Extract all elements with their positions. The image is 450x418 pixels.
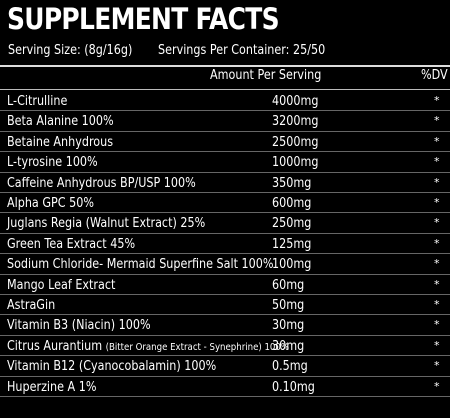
ingredient-name: Beta Alanine 100% — [7, 114, 114, 130]
ingredient-amount: 50mg — [272, 298, 305, 313]
ingredient-row: Beta Alanine 100% 3200mg * — [0, 111, 450, 132]
row-divider — [0, 314, 450, 316]
ingredient-name: Betaine Anhydrous — [7, 135, 113, 151]
ingredient-amount: 125mg — [272, 236, 312, 252]
ingredient-dv: * — [434, 114, 440, 128]
ingredient-row: L-tyrosine 100% 1000mg * — [0, 152, 450, 173]
ingredient-name: Citrus Aurantium (Bitter Orange Extract … — [7, 339, 289, 356]
ingredient-name: L-tyrosine 100% — [7, 155, 98, 171]
ingredient-dv: * — [434, 257, 440, 271]
ingredient-name-text: Green Tea Extract 45% — [7, 236, 136, 252]
ingredient-amount: 60mg — [272, 277, 305, 293]
ingredient-dv: * — [434, 318, 440, 332]
ingredient-name: Mango Leaf Extract — [7, 278, 115, 294]
ingredient-name: L-Citrulline — [7, 94, 67, 110]
row-divider — [0, 273, 450, 275]
ingredient-name: Juglans Regia (Walnut Extract) 25% — [7, 216, 205, 232]
ingredient-name: Huperzine A 1% — [7, 380, 97, 396]
ingredient-name: Vitamin B3 (Niacin) 100% — [7, 318, 151, 334]
ingredient-dv: * — [434, 134, 440, 148]
ingredient-dv: * — [434, 236, 440, 250]
ingredient-row: Vitamin B12 (Cyanocobalamin) 100% 0.5mg * — [0, 356, 450, 377]
label-title: SUPPLEMENT FACTS — [7, 2, 280, 36]
ingredient-name-text: Sodium Chloride- Mermaid Superfine Salt … — [7, 257, 274, 273]
ingredient-row: AstraGin 50mg * — [0, 295, 450, 316]
ingredient-row: Alpha GPC 50% 600mg * — [0, 193, 450, 214]
serving-size: Serving Size: (8g/16g) — [8, 43, 133, 58]
ingredient-amount: 100mg — [272, 257, 312, 273]
ingredient-name-text: L-Citrulline — [7, 94, 68, 109]
row-divider — [0, 355, 450, 357]
ingredient-amount: 30mg — [272, 338, 305, 354]
ingredient-amount: 2500mg — [272, 134, 319, 150]
ingredient-name-text: Juglans Regia (Walnut Extract) 25% — [7, 216, 206, 232]
ingredient-name-text: Mango Leaf Extract — [7, 277, 116, 293]
ingredient-dv: * — [434, 94, 440, 107]
row-divider — [0, 395, 450, 397]
ingredient-dv: * — [434, 196, 440, 209]
ingredient-name-text: Caffeine Anhydrous BP/USP 100% — [7, 175, 196, 191]
ingredient-dv: * — [434, 175, 440, 189]
ingredient-name-text: Vitamin B12 (Cyanocobalamin) 100% — [7, 359, 217, 375]
ingredient-name-text: Beta Alanine 100% — [7, 114, 114, 130]
ingredient-dv: * — [434, 379, 440, 393]
row-divider — [0, 232, 450, 234]
row-divider — [0, 171, 450, 173]
row-divider — [0, 130, 450, 132]
header-percent-dv: %DV — [421, 68, 448, 83]
ingredient-name-detail: (Bitter Orange Extract - Synephrine) 100… — [105, 341, 290, 353]
ingredient-name: Alpha GPC 50% — [7, 196, 94, 212]
row-divider — [0, 293, 450, 295]
ingredient-dv: * — [434, 338, 440, 352]
ingredient-dv: * — [434, 298, 440, 311]
ingredient-name-text: Huperzine A 1% — [7, 379, 97, 395]
ingredient-name-text: AstraGin — [7, 298, 56, 313]
ingredient-name-text: Alpha GPC 50% — [7, 196, 94, 211]
ingredient-amount: 600mg — [272, 196, 312, 211]
ingredient-dv: * — [434, 155, 440, 169]
ingredient-row: Green Tea Extract 45% 125mg * — [0, 234, 450, 255]
ingredient-row: L-Citrulline 4000mg * — [0, 91, 450, 112]
ingredient-amount: 0.5mg — [272, 359, 308, 375]
row-divider — [0, 110, 450, 112]
ingredient-name-text: Betaine Anhydrous — [7, 134, 114, 150]
ingredient-row: Huperzine A 1% 0.10mg * — [0, 377, 450, 397]
row-divider — [0, 334, 450, 336]
row-divider — [0, 253, 450, 255]
row-divider — [0, 191, 450, 193]
servings-per-container: Servings Per Container: 25/50 — [158, 43, 326, 58]
ingredient-row: Vitamin B3 (Niacin) 100% 30mg * — [0, 315, 450, 336]
ingredient-name: Sodium Chloride- Mermaid Superfine Salt … — [7, 257, 273, 273]
row-divider — [0, 151, 450, 153]
ingredient-row: Mango Leaf Extract 60mg * — [0, 275, 450, 295]
ingredient-name: Caffeine Anhydrous BP/USP 100% — [7, 176, 196, 192]
ingredient-row: Betaine Anhydrous 2500mg * — [0, 132, 450, 153]
row-divider — [0, 212, 450, 214]
ingredient-dv: * — [434, 277, 440, 291]
ingredient-name: Green Tea Extract 45% — [7, 237, 135, 253]
ingredient-name-text: Vitamin B3 (Niacin) 100% — [7, 318, 151, 334]
ingredient-amount: 30mg — [272, 318, 305, 334]
header-divider-top — [0, 65, 450, 67]
ingredient-name: Vitamin B12 (Cyanocobalamin) 100% — [7, 359, 216, 375]
ingredient-dv: * — [434, 216, 440, 230]
header-amount-per-serving: Amount Per Serving — [210, 68, 322, 83]
ingredient-row: Caffeine Anhydrous BP/USP 100% 350mg * — [0, 173, 450, 193]
header-divider-bottom — [0, 89, 450, 90]
ingredient-row: Sodium Chloride- Mermaid Superfine Salt … — [0, 254, 450, 275]
ingredient-amount: 250mg — [272, 216, 312, 232]
ingredient-name: AstraGin — [7, 298, 55, 314]
ingredient-name-text: Citrus Aurantium — [7, 338, 103, 354]
ingredient-amount: 0.10mg — [272, 379, 315, 395]
ingredient-amount: 1000mg — [272, 155, 319, 171]
ingredient-name-text: L-tyrosine 100% — [7, 155, 98, 171]
ingredient-dv: * — [434, 359, 440, 373]
ingredient-row: Juglans Regia (Walnut Extract) 25% 250mg * — [0, 213, 450, 234]
ingredient-amount: 3200mg — [272, 114, 319, 130]
ingredient-amount: 4000mg — [272, 94, 319, 109]
row-divider — [0, 375, 450, 377]
ingredient-amount: 350mg — [272, 175, 312, 191]
ingredient-row: Citrus Aurantium (Bitter Orange Extract … — [0, 336, 450, 357]
